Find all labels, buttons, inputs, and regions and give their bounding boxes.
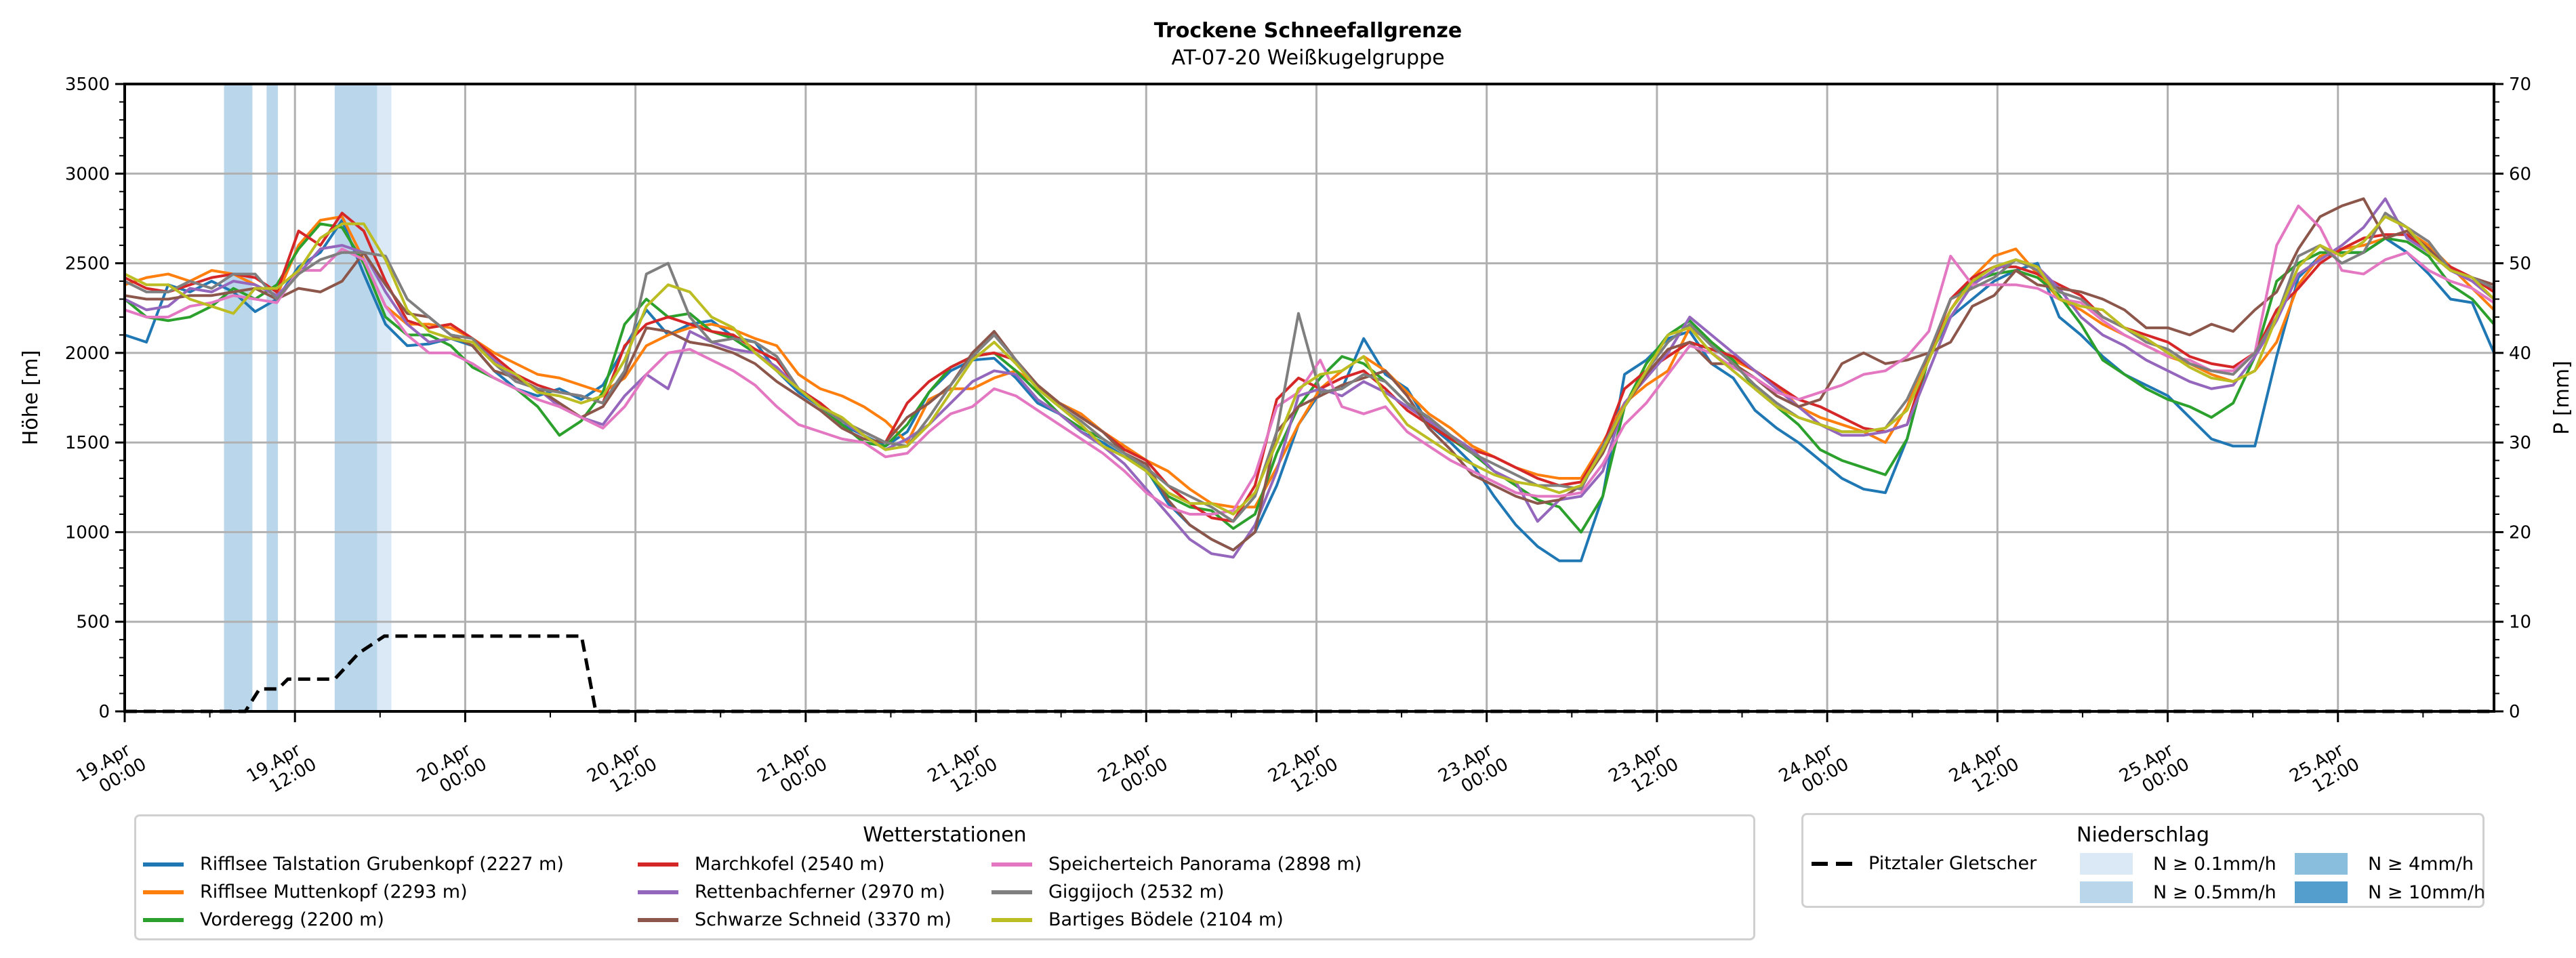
legend-precip-level-label: N ≥ 10mm/h [2368, 881, 2486, 903]
y-tick-label: 1500 [65, 433, 110, 453]
legend-line-swatch [638, 917, 678, 922]
legend-line-swatch [638, 890, 678, 894]
series-line [124, 215, 2495, 516]
legend-station-label: Vorderegg (2200 m) [200, 909, 384, 930]
legend-station-label: Marchkofel (2540 m) [695, 854, 885, 875]
precip-band [224, 84, 253, 711]
y2-tick-label: 50 [2509, 254, 2531, 274]
plot-frame [123, 83, 2495, 713]
y-tick-label: 500 [76, 612, 110, 633]
legend-line-swatch [991, 862, 1032, 867]
grid-lines [123, 83, 2494, 713]
legend-line-swatch [143, 890, 184, 894]
legend-station-item: Rifflsee Muttenkopf (2293 m) [143, 881, 468, 902]
legend-color-swatch [2080, 881, 2133, 903]
legend-station-item: Schwarze Schneid (3370 m) [638, 909, 952, 930]
legend-precip-level-label: N ≥ 0.5mm/h [2153, 881, 2276, 903]
chart-title: Trockene Schneefallgrenze [1154, 19, 1462, 43]
series-line [124, 197, 2495, 551]
y2-tick-label: 10 [2509, 612, 2531, 633]
legend-precip-level: N ≥ 0.5mm/h [2080, 881, 2276, 903]
precip-band [266, 84, 279, 711]
series-line [124, 211, 2495, 523]
legend-station-label: Bartiges Bödele (2104 m) [1048, 909, 1284, 930]
y-tick-label: 3500 [65, 75, 110, 95]
legend-color-swatch [2295, 881, 2348, 903]
y2-tick-label: 20 [2509, 522, 2531, 543]
legend-stations-title: Wetterstationen [863, 823, 1027, 847]
series-line [124, 215, 2495, 509]
legend-line-swatch [991, 917, 1032, 922]
legend-station-item: Bartiges Bödele (2104 m) [991, 909, 1284, 930]
legend-station-item: Vorderegg (2200 m) [143, 909, 384, 930]
y2-tick-label: 70 [2509, 75, 2531, 95]
legend-line-swatch [991, 890, 1032, 894]
legend-precip-level: N ≥ 0.1mm/h [2080, 853, 2276, 875]
legend-station-label: Rettenbachferner (2970 m) [695, 881, 945, 902]
legend-precip-level: N ≥ 4mm/h [2295, 853, 2474, 875]
legend-stations: Wetterstationen Rifflsee Talstation Grub… [134, 814, 1755, 940]
axes: 0 500 1000 1500 2000 2500 3000 3500 0 10 20 30 40 50 6… [65, 75, 2531, 797]
y2-tick-label: 60 [2509, 164, 2531, 184]
precip-dashed-line [125, 634, 2494, 713]
legend-precip: Niederschlag Pitztaler Gletscher N ≥ 0.1… [1801, 813, 2485, 908]
y-tick-label: 2000 [65, 343, 110, 364]
legend-station-label: Giggijoch (2532 m) [1048, 881, 1225, 902]
precip-band [334, 84, 377, 711]
legend-station-label: Rifflsee Muttenkopf (2293 m) [200, 881, 468, 902]
y-tick-label: 2500 [65, 254, 110, 274]
y2-tick-label: 30 [2509, 433, 2531, 453]
legend-color-swatch [2080, 853, 2133, 875]
y2-tick-label: 0 [2509, 702, 2520, 722]
legend-precip-level: N ≥ 10mm/h [2295, 881, 2485, 903]
chart-subtitle: AT-07-20 Weißkugelgruppe [1171, 46, 1444, 70]
y-axis-label: Höhe [m] [19, 350, 43, 446]
legend-station-item: Marchkofel (2540 m) [638, 854, 884, 875]
precip-bands [224, 84, 392, 711]
y-tick-label: 1000 [65, 522, 110, 543]
legend-line-swatch [143, 917, 184, 922]
legend-station-label: Rifflsee Talstation Grubenkopf (2227 m) [200, 854, 564, 875]
legend-color-swatch [2295, 853, 2348, 875]
y-tick-label: 0 [98, 702, 110, 722]
precip-line [125, 634, 2494, 713]
legend-station-item: Rifflsee Talstation Grubenkopf (2227 m) [143, 854, 564, 875]
legend-station-label: Schwarze Schneid (3370 m) [695, 909, 952, 930]
legend-line-swatch [143, 862, 184, 867]
legend-station-item: Rettenbachferner (2970 m) [638, 881, 945, 902]
series-line [124, 204, 2495, 516]
legend-precip-level-label: N ≥ 0.1mm/h [2153, 853, 2276, 875]
legend-precip-line-label: Pitztaler Gletscher [1868, 853, 2037, 874]
legend-station-item: Giggijoch (2532 m) [991, 881, 1224, 902]
legend-line-swatch [638, 862, 678, 867]
legend-precip-line: Pitztaler Gletscher [1812, 853, 2037, 874]
y-tick-label: 3000 [65, 164, 110, 184]
station-lines [123, 197, 2495, 562]
y2-tick-label: 40 [2509, 343, 2531, 364]
legend-station-item: Speicherteich Panorama (2898 m) [991, 854, 1362, 875]
legend-station-label: Speicherteich Panorama (2898 m) [1048, 854, 1362, 875]
precip-band [377, 84, 392, 711]
legend-precip-level-label: N ≥ 4mm/h [2368, 853, 2474, 875]
y2-axis-label: P [mm] [2550, 360, 2574, 434]
dashed-line-swatch [1812, 861, 1852, 866]
legend-precip-title: Niederschlag [2077, 823, 2209, 847]
